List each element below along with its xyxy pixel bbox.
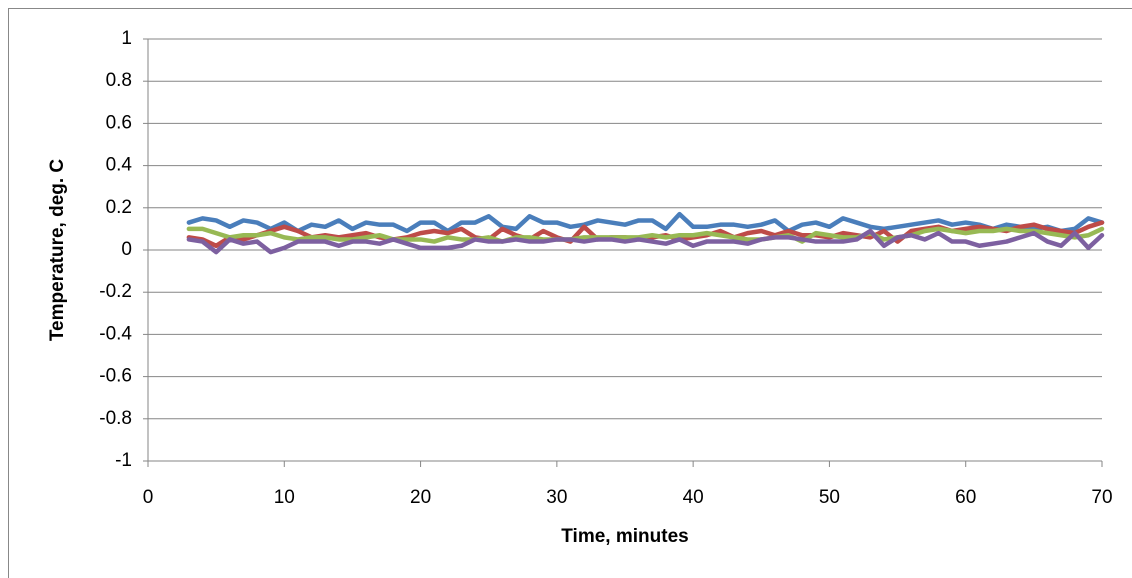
y-tick-label: -0.4: [99, 323, 132, 344]
y-tick-label: 0.2: [106, 197, 132, 218]
x-tick-label: 30: [546, 487, 567, 508]
y-tick-label: -1: [115, 450, 132, 471]
x-tick-label: 50: [819, 487, 840, 508]
y-tick-label: -0.2: [99, 281, 132, 302]
y-tick-label: -0.6: [99, 366, 132, 387]
chart-border: [8, 8, 1132, 578]
y-tick-label: 0.8: [106, 70, 132, 91]
x-tick-label: 40: [683, 487, 704, 508]
y-tick-label: 0.6: [106, 112, 132, 133]
series-line: [186, 226, 1105, 244]
x-tick-label: 0: [143, 487, 154, 508]
y-tick-label: 0.4: [106, 155, 133, 176]
y-tick-label: 1: [121, 28, 132, 49]
series-line: [186, 211, 1105, 234]
x-tick-label: 60: [955, 487, 976, 508]
x-axis-label: Time, minutes: [561, 526, 688, 547]
x-tick-label: 10: [274, 487, 295, 508]
y-tick-label: 0: [121, 239, 132, 260]
x-tick-label: 70: [1091, 487, 1112, 508]
y-axis-label: Temperature, deg. C: [47, 159, 68, 342]
series-line: [186, 228, 1105, 255]
y-tick-label: -0.8: [99, 408, 132, 429]
x-tick-label: 20: [410, 487, 431, 508]
